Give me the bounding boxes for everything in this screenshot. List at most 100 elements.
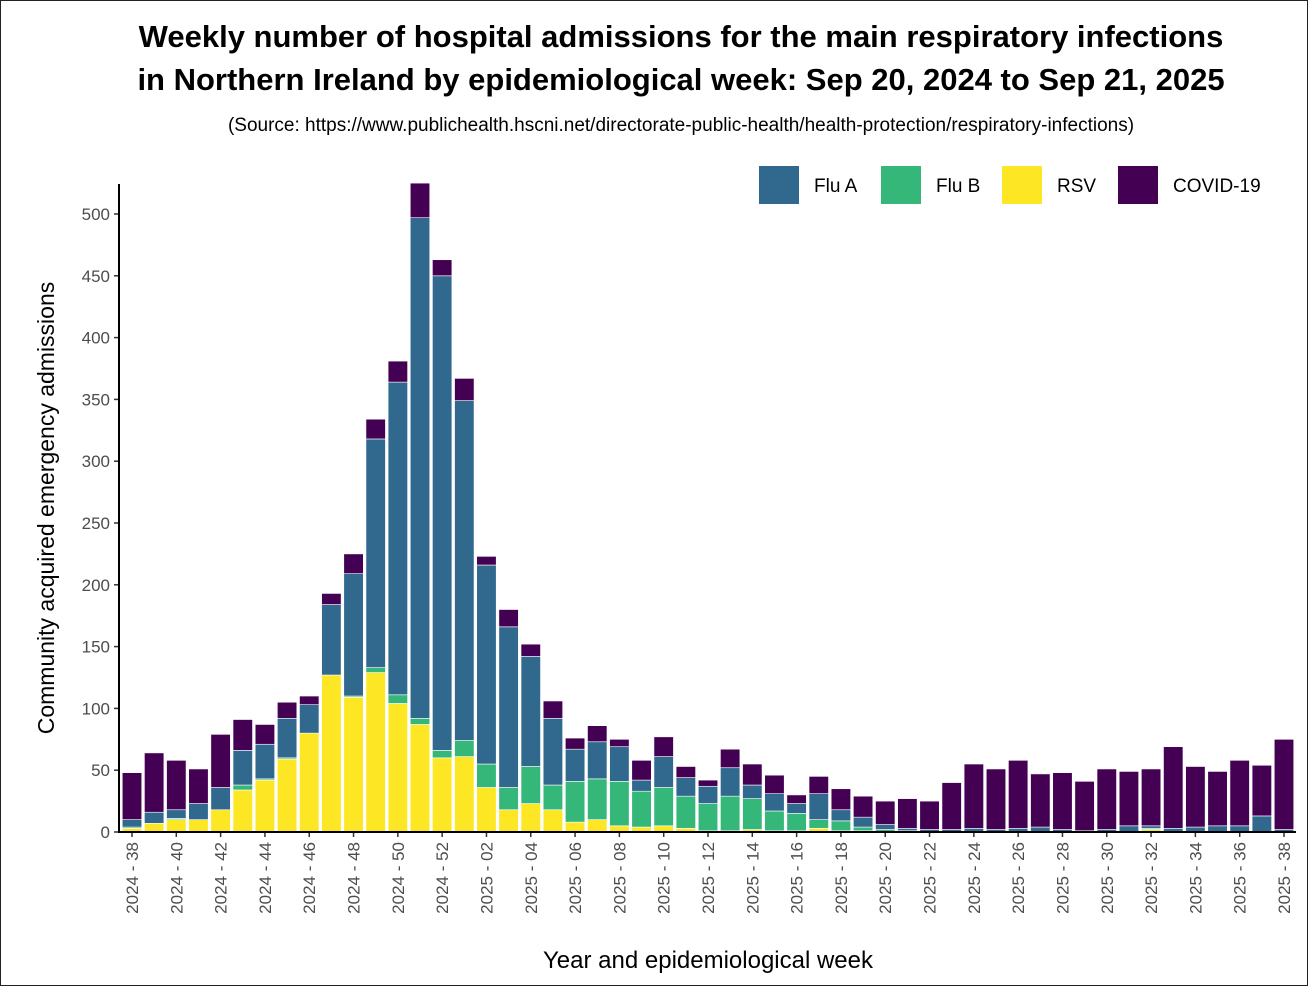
legend-label: Flu A xyxy=(814,176,858,197)
bar-segment-covid-19 xyxy=(697,779,719,787)
y-tick-label: 250 xyxy=(82,514,110,533)
x-tick-label: 2025 - 34 xyxy=(1186,842,1205,914)
bar-segment-rsv xyxy=(387,703,408,833)
bar-segment-flu-b xyxy=(542,784,563,811)
bar-segment-flu-b xyxy=(830,820,851,832)
bar-segment-flu-a xyxy=(742,784,763,799)
bar-segment-flu-b xyxy=(232,784,253,791)
legend-key-covid-19 xyxy=(1118,166,1158,204)
bar-segment-covid-19 xyxy=(520,643,541,657)
bar-segment-covid-19 xyxy=(277,701,298,719)
bar-segment-flu-a xyxy=(565,748,586,782)
bar-segment-flu-a xyxy=(853,816,874,828)
x-tick-label: 2024 - 44 xyxy=(256,842,275,914)
bar-segment-covid-19 xyxy=(542,700,563,719)
bar-segment-covid-19 xyxy=(321,593,342,605)
bar-segment-flu-a xyxy=(631,779,652,792)
bar-segment-covid-19 xyxy=(853,795,874,818)
bar-segment-flu-a xyxy=(697,785,719,804)
bar-segment-rsv xyxy=(454,756,475,833)
bar-segment-covid-19 xyxy=(144,752,165,813)
legend-key-flu-a xyxy=(759,166,799,204)
bar-segment-flu-b xyxy=(498,787,519,811)
bar-segment-covid-19 xyxy=(631,760,652,781)
x-tick-label: 2025 - 26 xyxy=(1009,842,1028,914)
bar-segment-covid-19 xyxy=(254,724,275,745)
bar-segment-covid-19 xyxy=(1052,772,1073,830)
bar-segment-flu-a xyxy=(1251,815,1272,833)
bar-segment-covid-19 xyxy=(764,774,785,794)
bar-segment-covid-19 xyxy=(343,553,364,574)
bar-segment-covid-19 xyxy=(476,556,497,566)
bar-segment-flu-b xyxy=(631,790,652,828)
bar-segment-covid-19 xyxy=(875,800,896,825)
x-tick-label: 2025 - 04 xyxy=(522,842,541,914)
bar-segment-covid-19 xyxy=(609,738,630,748)
bar-segment-flu-b xyxy=(432,750,453,759)
bar-segment-rsv xyxy=(365,672,386,833)
bar-segment-rsv xyxy=(166,819,187,833)
bar-segment-covid-19 xyxy=(232,719,253,751)
bar-segment-covid-19 xyxy=(409,182,431,219)
bar-segment-flu-a xyxy=(520,656,541,767)
y-tick-label: 450 xyxy=(82,267,110,286)
bar-segment-flu-b xyxy=(720,795,741,832)
legend-label: COVID-19 xyxy=(1173,176,1261,197)
chart-subtitle: (Source: https://www.publichealth.hscni.… xyxy=(227,115,1135,136)
x-tick-label: 2025 - 22 xyxy=(921,842,940,914)
bar-segment-covid-19 xyxy=(1185,766,1206,828)
bar-segment-flu-b xyxy=(565,781,586,823)
bar-segment-covid-19 xyxy=(1074,781,1095,832)
bar-segment-flu-a xyxy=(498,626,519,788)
bar-segment-flu-b xyxy=(387,694,408,704)
legend-key-flu-b xyxy=(881,166,921,204)
bar-segment-covid-19 xyxy=(1251,764,1272,817)
legend-label: RSV xyxy=(1057,176,1096,197)
x-tick-label: 2025 - 14 xyxy=(743,842,762,914)
bar-segment-covid-19 xyxy=(1229,760,1250,827)
y-tick-label: 150 xyxy=(82,638,110,657)
x-axis-label: Year and epidemiological week xyxy=(543,947,874,974)
x-tick-label: 2025 - 32 xyxy=(1142,842,1161,914)
bar-segment-covid-19 xyxy=(299,695,320,705)
bar-segment-flu-a xyxy=(897,827,918,832)
bar-segment-flu-a xyxy=(675,777,696,797)
bar-segment-flu-b xyxy=(853,826,874,832)
bar-segment-covid-19 xyxy=(188,768,209,804)
bar-segment-flu-a xyxy=(121,819,143,828)
bar-segment-covid-19 xyxy=(919,800,940,830)
bar-segment-flu-a xyxy=(144,811,165,824)
bar-segment-rsv xyxy=(565,821,586,833)
bar-segment-covid-19 xyxy=(365,418,386,440)
bar-segment-rsv xyxy=(542,809,563,833)
bar-segment-rsv xyxy=(254,779,275,833)
bar-segment-flu-a xyxy=(210,787,231,811)
bar-segment-covid-19 xyxy=(941,782,962,830)
x-tick-label: 2025 - 38 xyxy=(1275,842,1294,914)
bar-segment-rsv xyxy=(232,789,253,833)
bar-segment-flu-a xyxy=(387,381,408,696)
bar-segment-flu-b xyxy=(653,787,674,827)
bar-segment-covid-19 xyxy=(432,259,453,277)
bar-segment-flu-a xyxy=(587,741,608,780)
bar-segment-rsv xyxy=(520,803,541,833)
bar-segment-rsv xyxy=(210,809,231,833)
bar-segment-covid-19 xyxy=(565,737,586,750)
bar-segment-covid-19 xyxy=(121,772,143,820)
bar-segment-flu-b xyxy=(409,717,431,725)
x-tick-label: 2025 - 24 xyxy=(965,842,984,914)
bar-segment-flu-a xyxy=(254,743,275,780)
bar-segment-flu-b xyxy=(808,819,829,829)
bar-segment-covid-19 xyxy=(210,734,231,788)
bar-segment-flu-a xyxy=(786,803,807,814)
y-tick-label: 300 xyxy=(82,452,110,471)
y-tick-label: 50 xyxy=(91,761,110,780)
y-tick-label: 0 xyxy=(101,823,110,842)
x-tick-label: 2025 - 36 xyxy=(1231,842,1250,914)
bar-segment-covid-19 xyxy=(720,748,741,769)
bar-segment-covid-19 xyxy=(808,776,829,794)
bar-segment-flu-b xyxy=(764,810,785,832)
x-tick-label: 2025 - 28 xyxy=(1053,842,1072,914)
